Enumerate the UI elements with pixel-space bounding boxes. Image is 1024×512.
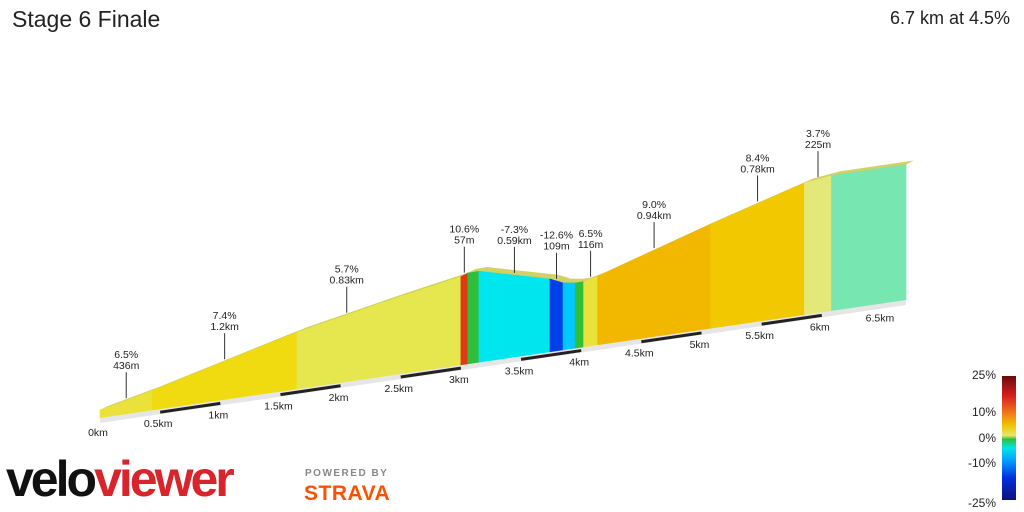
segment-length-label-13: 225m [805, 139, 832, 151]
segment-gradient-label-2: 5.7% [335, 264, 359, 276]
distance-axis: 0km 0.5km 1km 1.5km 2km 2.5km 3km 3.5km 4km 4.5km… [88, 300, 906, 439]
segment-gradient-label-4: 10.6% [449, 224, 479, 236]
segment-gradient-label-11: 9.0% [642, 199, 666, 211]
legend-label-m25: -25% [967, 496, 996, 510]
profile-segment-3 [396, 276, 462, 375]
legend-label-25: 25% [971, 368, 996, 382]
profile-top-edge-3 [396, 272, 469, 298]
profile-top-edge-9 [575, 277, 592, 283]
segment-gradient-label-7: -12.6% [540, 230, 573, 242]
x-tick-label-8: 4km [569, 357, 589, 369]
profile-top-edge-2 [296, 293, 405, 332]
profile-segment-7 [549, 278, 564, 353]
x-tick-label-5: 2.5km [384, 383, 413, 395]
x-tick-label-4: 2km [329, 392, 349, 404]
profile-segment-4 [460, 272, 469, 366]
profile-segment-12 [710, 182, 805, 329]
segment-length-label-6: 0.59km [497, 235, 532, 247]
segment-length-label-2: 0.83km [330, 275, 365, 287]
profile-top-edge-13 [804, 171, 840, 183]
profile-top-edge-12 [710, 178, 813, 225]
x-tick-label-6: 3km [449, 374, 469, 386]
profile-top-edge-1 [152, 327, 305, 391]
segment-length-label-10: 116m [578, 239, 604, 251]
distance-axis-dash-7 [520, 349, 582, 361]
x-tick-label-11: 5.5km [745, 330, 774, 342]
climb-summary: 6.7 km at 4.5% [889, 8, 1010, 28]
segment-length-label-1: 1.2km [210, 321, 239, 333]
segment-gradient-label-0: 6.5% [114, 349, 138, 361]
profile-faces [99, 164, 907, 419]
legend-label-0: 0% [978, 431, 996, 445]
distance-axis-dash-9 [641, 331, 702, 344]
x-tick-label-10: 5km [690, 339, 710, 351]
segment-labels: 6.5%436m7.4%1.2km5.7%0.83km10.6%57m-7.3%… [113, 128, 832, 399]
distance-axis-dash-5 [400, 366, 462, 379]
profile-top-edge-6 [478, 267, 558, 279]
segment-length-label-7: 109m [543, 241, 570, 253]
profile-top-edges [100, 160, 914, 410]
legend-label-10: 10% [971, 405, 996, 419]
distance-axis-dash-1 [159, 401, 221, 414]
distance-axis-dash-3 [280, 384, 341, 397]
x-tick-label-7: 3.5km [505, 365, 534, 377]
profile-segment-9 [574, 281, 584, 349]
page-title: Stage 6 Finale [12, 6, 161, 32]
logo-velo-text: velo [6, 451, 97, 507]
profile-top-edge-7 [549, 274, 572, 283]
veloviewer-logo: veloviewer [6, 451, 306, 507]
x-tick-label-9: 4.5km [625, 348, 654, 360]
x-tick-label-12: 6km [810, 321, 830, 333]
strava-logo: STRAVA [304, 482, 391, 505]
profile-top-edge-11 [597, 220, 719, 277]
segment-length-label-4: 57m [454, 235, 475, 247]
x-tick-label-3: 1.5km [264, 401, 293, 413]
segment-gradient-label-13: 3.7% [806, 128, 830, 140]
segment-gradient-label-6: -7.3% [501, 224, 528, 236]
segment-gradient-label-10: 6.5% [579, 228, 603, 240]
profile-segment-14 [831, 164, 907, 312]
profile-top-edge-5 [467, 267, 487, 273]
legend-label-m10: -10% [967, 456, 996, 470]
x-tick-label-1: 0.5km [144, 418, 173, 430]
profile-top-edge-14 [831, 160, 914, 176]
profile-top-edge-8 [563, 278, 584, 283]
segment-length-label-0: 436m [113, 360, 140, 372]
gradient-color-legend: 25% 10% 0% -10% -25% [960, 368, 1024, 512]
segment-length-label-12: 0.78km [740, 163, 775, 175]
powered-by-label: POWERED BY [305, 468, 389, 479]
x-tick-label-13: 6.5km [866, 313, 895, 325]
profile-segment-5 [467, 270, 480, 365]
profile-segment-13 [804, 174, 832, 316]
profile-segment-8 [562, 282, 576, 351]
segment-length-label-11: 0.94km [637, 210, 672, 222]
logo-viewer-text: viewer [94, 451, 235, 507]
distance-axis-dash-11 [761, 313, 823, 326]
segment-gradient-label-1: 7.4% [213, 310, 237, 322]
x-tick-label-2: 1km [208, 409, 228, 421]
profile-top-edge-0 [100, 386, 161, 410]
gradient-color-bar [1002, 376, 1016, 500]
profile-segment-10 [583, 275, 598, 348]
segment-gradient-label-12: 8.4% [746, 152, 770, 164]
profile-segment-6 [478, 270, 551, 363]
profile-top-edge-10 [583, 272, 606, 282]
x-tick-label-0: 0km [88, 427, 108, 439]
